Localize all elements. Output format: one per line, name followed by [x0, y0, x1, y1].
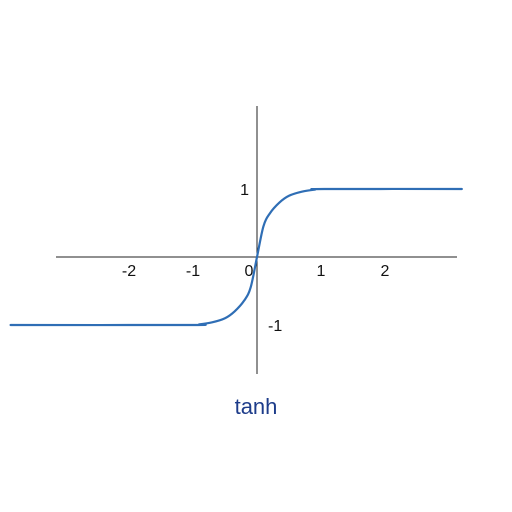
y-tick-label: 1 [240, 182, 249, 199]
x-tick-label: 2 [381, 263, 390, 280]
x-tick-label: -2 [122, 263, 136, 280]
axes [56, 106, 457, 374]
tanh-curve [9, 187, 463, 327]
tick-labels: -2 -1 0 1 2 1 -1 [122, 182, 390, 335]
x-tick-label: -1 [186, 263, 200, 280]
x-tick-label: 0 [245, 263, 254, 280]
chart-caption: tanh [234, 394, 278, 419]
series [9, 187, 463, 327]
y-tick-label: -1 [268, 318, 282, 335]
x-tick-label: 1 [317, 263, 326, 280]
